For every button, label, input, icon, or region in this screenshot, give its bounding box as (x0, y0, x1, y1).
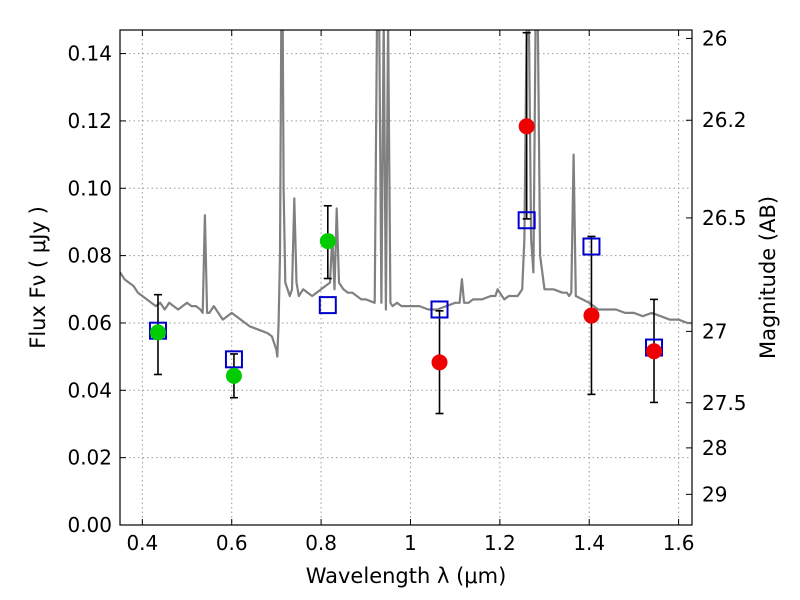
spectrum-line (120, 30, 692, 358)
x-axis-label: Wavelength λ (μm) (306, 564, 507, 588)
y2-tick-label: 27.5 (702, 391, 747, 415)
grid-layer (120, 30, 692, 526)
x-tick-label: 0.4 (126, 531, 158, 555)
red-point (431, 354, 448, 371)
green-point (149, 324, 166, 341)
tick-layer: 0.4 0.6 0.8 1 1.2 1.4 1.6 0.00 0.02 0.04 0.06 0.08 0… (67, 26, 746, 555)
spectrum-layer (120, 30, 692, 358)
plot-frame (119, 29, 693, 526)
green-point (319, 233, 336, 250)
x-tick-label: 1.2 (484, 531, 516, 555)
y2-tick-label: 27 (702, 319, 727, 343)
model-square-marker (318, 296, 337, 315)
x-tick-label: 1 (404, 531, 417, 555)
y2-tick-label: 26.2 (702, 108, 747, 132)
x-tick-label: 0.6 (216, 531, 248, 555)
y-axis-label: Flux Fν ( μJy ) (26, 206, 50, 349)
point-layer (148, 118, 664, 384)
y2-tick-label: 26 (702, 26, 727, 50)
y-tick-label: 0.04 (67, 378, 112, 402)
y2-tick-label: 29 (702, 482, 727, 506)
green-point (225, 367, 242, 384)
y-tick-label: 0.14 (67, 42, 112, 66)
x-tick-label: 1.4 (573, 531, 605, 555)
y2-axis-label: Magnitude (AB) (756, 196, 780, 359)
model-square-marker (517, 211, 536, 230)
y2-tick-label: 26.5 (702, 206, 747, 230)
y2-tick-label: 28 (702, 436, 727, 460)
y-tick-label: 0.12 (67, 109, 112, 133)
red-point (583, 307, 600, 324)
red-point (646, 343, 663, 360)
y-tick-label: 0.08 (67, 244, 112, 268)
model-square-marker (224, 350, 243, 369)
error-layer (153, 31, 659, 415)
y-tick-label: 0.02 (67, 446, 112, 470)
y-tick-label: 0.06 (67, 311, 112, 335)
model-square-marker (582, 237, 601, 256)
y-tick-label: 0.10 (67, 176, 112, 200)
x-tick-label: 1.6 (663, 531, 695, 555)
y-tick-label: 0.00 (67, 513, 112, 537)
x-tick-label: 0.8 (305, 531, 337, 555)
red-point (518, 118, 535, 135)
model-square-marker (430, 300, 449, 319)
